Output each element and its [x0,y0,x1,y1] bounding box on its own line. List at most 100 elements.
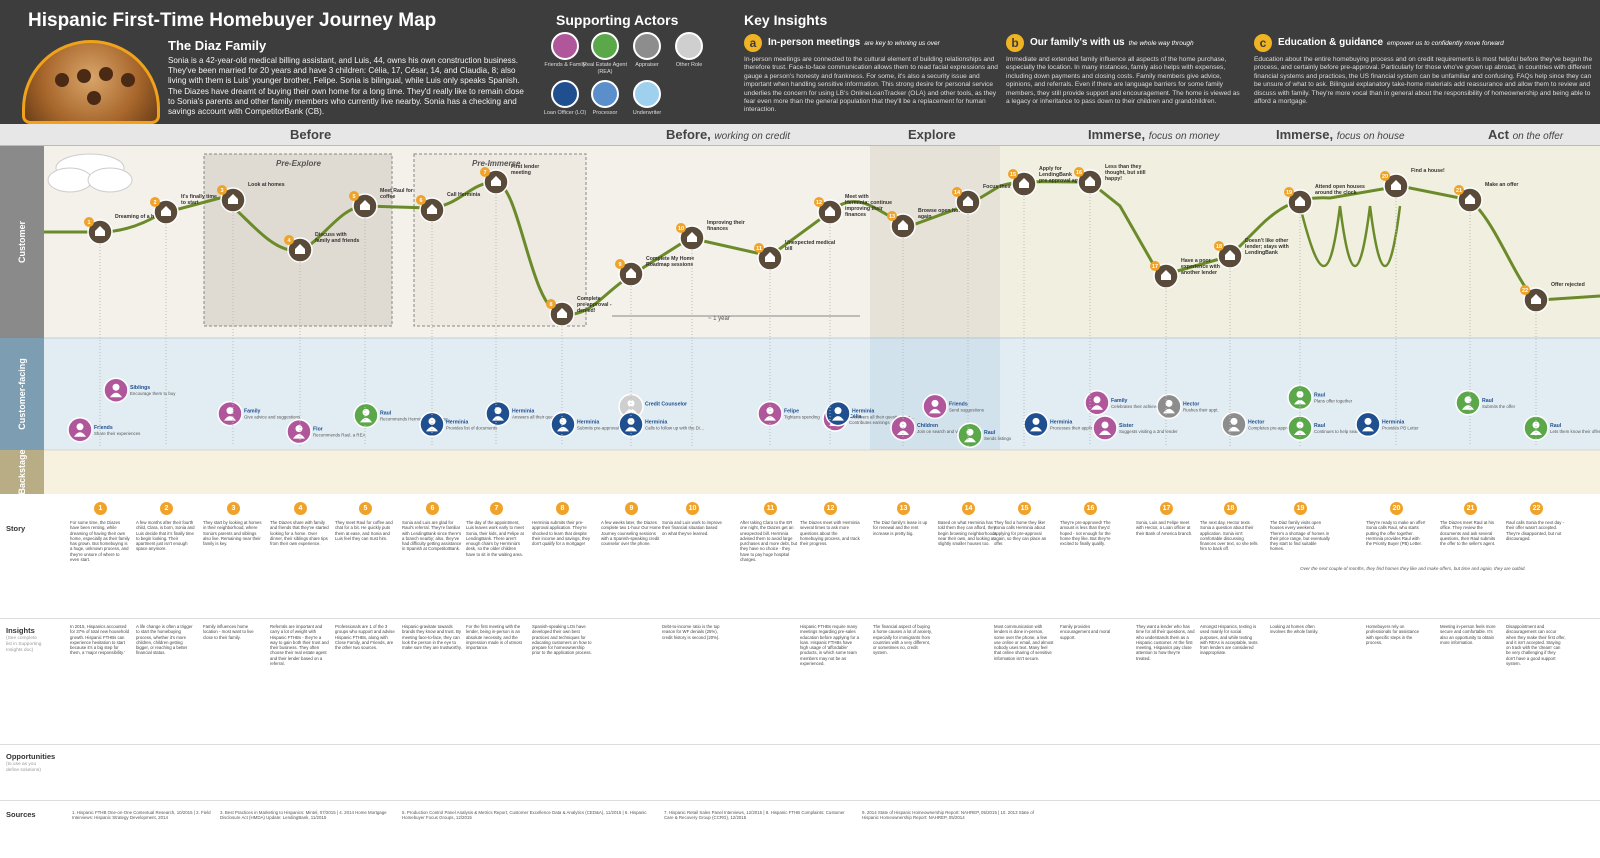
step-label: Meet with Herminia; continue improving the… [845,194,892,218]
insight-cell: Spanish-speaking LOs have developed thei… [532,624,592,656]
step-label: Focus their search [983,184,1029,190]
step-label: Find a house! [1411,168,1445,174]
insight-cell: Meeting in-person feels more secure and … [1440,624,1496,645]
column-number: 15 [1018,502,1031,515]
actor-loan-officer: Loan Officer (LO) [538,80,592,117]
person-icon [633,80,661,108]
column-number: 9 [625,502,638,515]
step-4: 4 Discuss with family and friends [284,232,360,263]
column-number: 2 [160,502,173,515]
time-gap-label: ~ 1 year [708,316,730,322]
house-icon [1465,194,1475,204]
insights-title: Key Insights [744,12,828,28]
source-4: 7. Hispanic Retail Sales Panel Interview… [664,810,845,821]
house-icon [1531,294,1541,304]
svg-text:21: 21 [1456,188,1462,194]
actor-name: Children [917,423,938,429]
actor-desc: Continues to help search for h… [1314,429,1377,434]
column-number: 16 [1084,502,1097,515]
svg-text:16: 16 [1076,170,1082,176]
step-20: 20 Find a house! [1380,168,1445,199]
column-number: 20 [1390,502,1403,515]
person-icon [675,32,703,60]
story-cell: They find a home they like! Sonia calls … [994,520,1047,547]
insight-cell: Amongst Hispanics, texting is used mainl… [1200,624,1258,656]
story-cell: The Diazes share with family and friends… [270,520,329,547]
person-icon [766,407,774,415]
insight-cell: Looking at homes often involves the whol… [1270,624,1319,635]
actor-name: Herminia [645,419,667,425]
actor-desc: Answers all their questions in… [512,415,573,420]
story-cell: A few months after their fourth child, C… [136,520,195,552]
column-number: 3 [227,502,240,515]
actor-name: Raul [1550,423,1562,429]
svg-text:4: 4 [287,238,291,244]
step-label: Attend open houses around the clock [1315,184,1365,196]
actor-desc: Submits pre-approval [577,425,619,430]
story-cell: A few weeks later, the Diazes complete t… [601,520,661,547]
house-icon [1225,250,1235,260]
actor-desc: Join on search and visits [917,429,966,434]
svg-text:10: 10 [678,226,684,232]
person-icon [1165,399,1173,407]
svg-text:3: 3 [220,188,223,194]
actor-name: Raul [1314,392,1326,398]
actor-name: Family [1111,398,1128,404]
story-cell: Sonia, Luis and Felipe meet with Hector,… [1136,520,1193,536]
house-icon [161,206,171,216]
story-row-label: Story [6,524,26,533]
connectors [99,194,1537,446]
actor-name: Credit Counselor [645,401,687,407]
person-icon [1032,417,1040,425]
step-label: Make an offer [1485,182,1518,188]
house-icon [228,194,238,204]
house-icon [825,206,835,216]
story-cell: Herminia submits their pre-approval appl… [532,520,591,547]
actor-other-role: Other Role [662,32,716,69]
family-description: Sonia is a 42-year-old medical billing a… [168,56,524,117]
step-label: Discuss with family and friends [315,232,360,244]
column-number: 19 [1294,502,1307,515]
step-11: 11 Unexpected medical bill [754,240,836,271]
actor-desc: Rushes their appt. [1183,407,1219,412]
step-label: Call Herminia [447,192,480,198]
actor-name: Friends [949,401,968,407]
actor-name: Herminia [1050,419,1072,425]
svg-text:15: 15 [1010,172,1016,178]
story-cell: After taking Clara to the ER one night, … [740,520,798,563]
house-icon [1019,178,1029,188]
step-label: Complete My Home Roadmap sessions [646,256,694,268]
person-icon [591,80,619,108]
actor-name: Siblings [130,385,150,391]
column-number: 17 [1160,502,1173,515]
story-cell: The Diaz family's lease is up for renewa… [873,520,928,536]
svg-text:7: 7 [483,170,486,176]
story-cell: The Diaz family visits open houses every… [1270,520,1330,552]
story-cell: For some time, the Diazes have been rent… [70,520,130,563]
column-number: 6 [426,502,439,515]
family-title: The Diaz Family [168,38,267,53]
actor-name: Family [244,409,261,415]
column-number: 21 [1464,502,1477,515]
step-15: 15 Apply for LendingBank pre-approval again [1008,166,1085,197]
house-icon [963,196,973,206]
column-number: 18 [1224,502,1237,515]
story-cell: The day of the appointment, Luis leaves … [466,520,524,557]
column-number: 22 [1530,502,1543,515]
sources-row-label: Sources [6,810,36,819]
svg-text:22: 22 [1522,288,1528,294]
house-icon [360,200,370,210]
person-icon [226,407,234,415]
actor-desc: Lets them know their offer was… [1550,429,1600,434]
step-label: Have a poor experience with another lender [1181,258,1220,276]
story-cell: They start by looking at homes in their … [203,520,262,547]
